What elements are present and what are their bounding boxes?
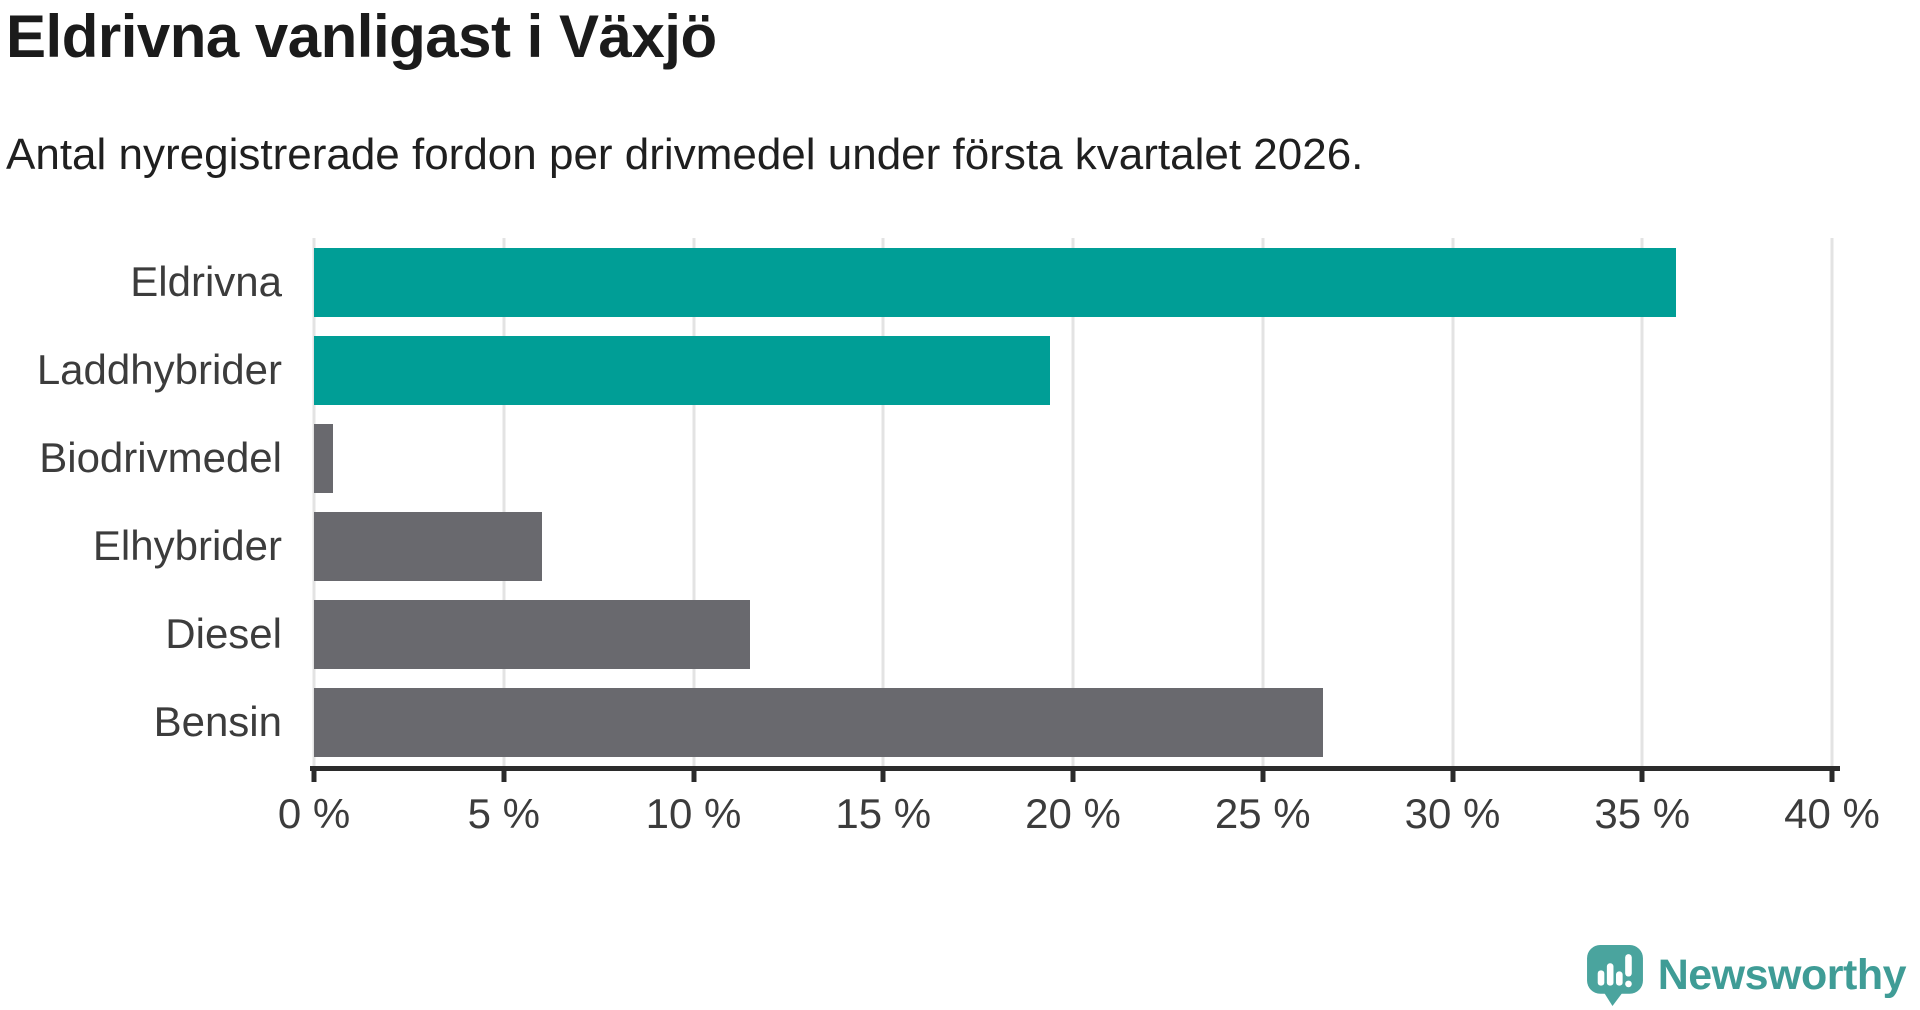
category-label-laddhybrider: Laddhybrider — [36, 346, 282, 393]
category-label-elhybrider: Elhybrider — [92, 522, 282, 569]
x-axis-tick — [1639, 771, 1645, 782]
grid-line — [502, 238, 506, 766]
x-axis-tick — [1070, 771, 1076, 782]
bar-elhybrider — [314, 511, 542, 581]
category-axis-labels: Eldrivna Laddhybrider Biodrivmedel Elhybrid… — [0, 238, 282, 766]
chart-title: Eldrivna vanligast i Växjö — [6, 3, 717, 70]
x-axis-tick-label: 15 % — [835, 790, 932, 837]
grid-line — [312, 238, 316, 766]
x-axis-tick-label: 20 % — [1025, 790, 1121, 837]
grid-line — [1451, 238, 1454, 766]
x-axis-tick — [880, 771, 886, 782]
newsworthy-logo-text: Newsworthy — [1657, 951, 1907, 999]
x-axis-tick — [1450, 771, 1455, 782]
x-axis-tick-label: 40 % — [1784, 790, 1880, 837]
bar-eldrivna — [314, 247, 1677, 317]
x-axis-tick-label: 35 % — [1594, 790, 1691, 837]
plot-area: 0 % 5 % 10 % 15 % 20 % 25 % 30 % 35 % 40 % — [278, 238, 1880, 837]
newsworthy-logo-icon — [1586, 945, 1643, 1006]
x-axis-tick-label: 25 % — [1214, 790, 1311, 837]
x-axis-tick — [501, 771, 507, 782]
x-axis-tick — [1260, 771, 1266, 782]
grid-line — [1261, 238, 1265, 766]
bar-bensin — [314, 687, 1324, 757]
x-axis-tick-label: 30 % — [1404, 790, 1501, 837]
category-label-biodrivmedel: Biodrivmedel — [39, 434, 282, 481]
x-axis-tick-label: 10 % — [645, 790, 742, 837]
x-axis-tick — [311, 771, 317, 782]
category-label-diesel: Diesel — [165, 610, 282, 657]
x-axis-tick-label: 0 % — [277, 790, 351, 837]
newsworthy-logo: Newsworthy — [1586, 945, 1907, 1006]
bar-diesel — [314, 599, 751, 669]
category-label-bensin: Bensin — [153, 698, 282, 745]
x-axis-line — [310, 766, 1840, 771]
grid-line — [1830, 238, 1834, 766]
bar-biodrivmedel — [314, 423, 333, 493]
grid-line — [1640, 238, 1644, 766]
x-axis-tick — [1829, 771, 1835, 782]
x-axis-tick — [691, 771, 696, 782]
bar-laddhybrider — [314, 335, 1051, 405]
grid-line — [881, 238, 885, 766]
grid-line — [692, 238, 695, 766]
bar-chart: Eldrivna Laddhybrider Biodrivmedel Elhybrid… — [0, 238, 1920, 858]
grid-line — [1071, 238, 1075, 766]
category-label-eldrivna: Eldrivna — [130, 258, 282, 305]
chart-subtitle: Antal nyregistrerade fordon per drivmede… — [6, 130, 1364, 179]
x-axis-tick-label: 5 % — [467, 790, 540, 837]
